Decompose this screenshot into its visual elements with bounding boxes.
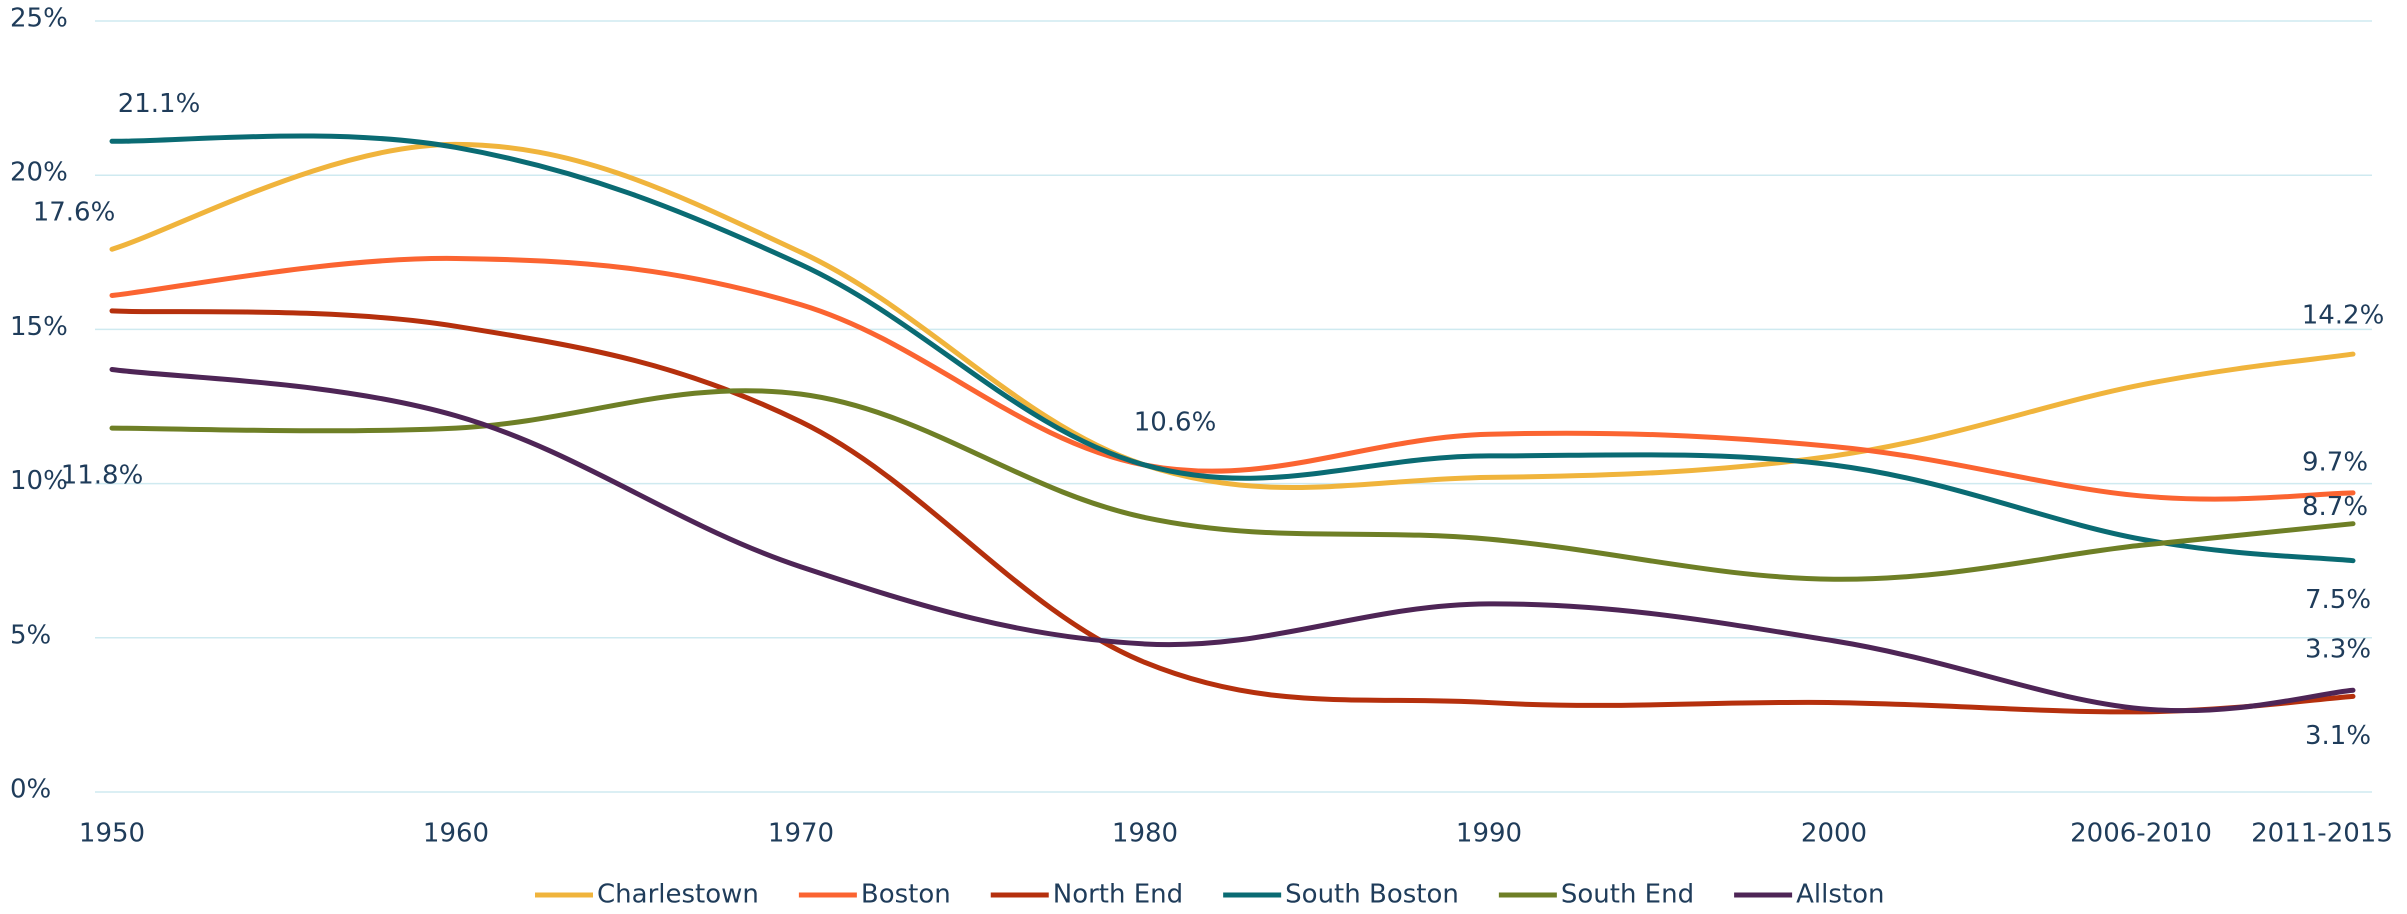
y-tick-label: 0%	[10, 775, 51, 805]
x-tick-label: 1960	[423, 819, 489, 849]
y-tick-label: 5%	[10, 620, 51, 650]
data-label: 17.6%	[33, 198, 116, 228]
legend-label: Boston	[861, 880, 951, 910]
y-tick-label: 10%	[10, 466, 68, 496]
data-label: 8.7%	[2302, 492, 2368, 522]
data-label: 3.1%	[2305, 721, 2371, 751]
legend-label: North End	[1053, 880, 1183, 910]
x-tick-label: 1990	[1456, 819, 1522, 849]
y-tick-label: 20%	[10, 158, 68, 188]
x-tick-label: 1970	[768, 819, 834, 849]
data-label: 9.7%	[2302, 447, 2368, 477]
data-label: 14.2%	[2302, 301, 2385, 331]
series-line	[109, 308, 2356, 715]
legend-label: South Boston	[1285, 880, 1459, 910]
series-line	[109, 366, 2356, 714]
y-tick-label: 15%	[10, 312, 68, 342]
series-line	[109, 255, 2356, 502]
data-label: 10.6%	[1134, 408, 1217, 438]
data-label: 21.1%	[118, 89, 201, 119]
legend-label: South End	[1561, 880, 1694, 910]
series-line	[109, 141, 2356, 490]
data-label: 11.8%	[61, 461, 144, 491]
series-line	[109, 133, 2356, 564]
x-tick-label: 2000	[1801, 819, 1867, 849]
data-label: 3.3%	[2305, 635, 2371, 665]
x-tick-label: 1980	[1112, 819, 1178, 849]
y-tick-label: 25%	[10, 4, 68, 34]
data-label: 7.5%	[2305, 585, 2371, 615]
legend-label: Charlestown	[597, 880, 759, 910]
x-tick-label: 1950	[79, 819, 145, 849]
x-tick-label: 2006-2010	[2070, 819, 2212, 849]
legend-label: Allston	[1796, 880, 1884, 910]
x-tick-label: 2011-2015	[2251, 819, 2393, 849]
